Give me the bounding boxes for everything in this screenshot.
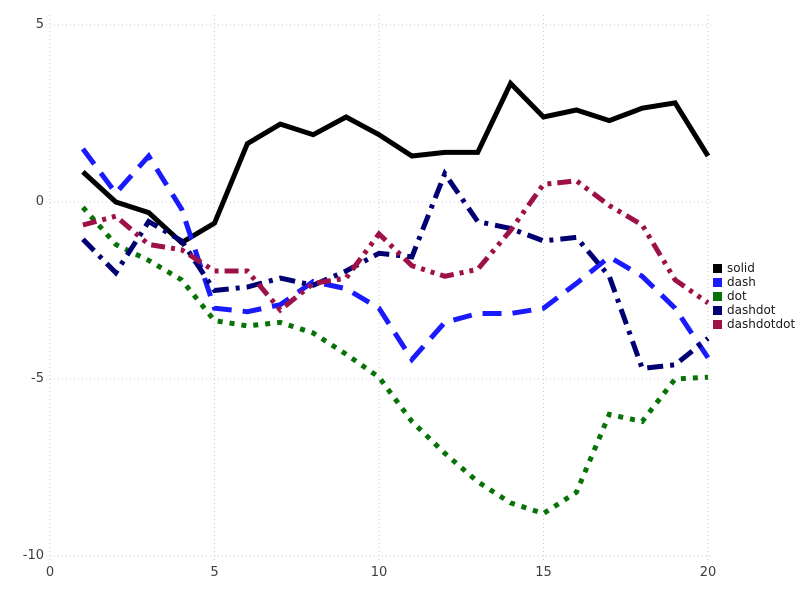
legend-swatch-icon: [713, 263, 722, 273]
legend-swatch-icon: [713, 305, 722, 315]
x-tick-label: 15: [535, 565, 552, 580]
series-line-dashdot: [81, 168, 710, 372]
chart-legend: solid dash dot dashdot dashdotdot: [713, 261, 795, 331]
legend-item-solid: solid: [713, 261, 795, 275]
legend-label: dash: [727, 275, 756, 289]
legend-label: dot: [727, 289, 747, 303]
legend-item-dot: dot: [713, 289, 795, 303]
series-line-dash: [80, 147, 711, 364]
series-line-solid: [81, 79, 711, 246]
legend-item-dashdotdot: dashdotdot: [713, 317, 795, 331]
x-tick-label: 20: [699, 565, 717, 580]
y-tick-label: 0: [35, 194, 44, 209]
y-tick-label: 5: [35, 17, 44, 32]
legend-item-dash: dash: [713, 275, 795, 289]
series-line-dot: [81, 205, 709, 517]
legend-swatch-icon: [713, 291, 722, 301]
x-tick-label: 0: [45, 565, 55, 580]
y-tick-label: -5: [31, 371, 44, 386]
y-tick-label: -10: [22, 548, 44, 563]
legend-label: solid: [727, 261, 755, 275]
x-tick-label: 5: [210, 565, 219, 580]
legend-swatch-icon: [713, 277, 722, 287]
legend-item-dashdot: dashdot: [713, 303, 795, 317]
series-line-dashdotdot: [82, 178, 710, 314]
legend-swatch-icon: [713, 319, 722, 329]
legend-label: dashdot: [727, 303, 776, 317]
x-tick-label: 10: [370, 565, 388, 580]
legend-label: dashdotdot: [727, 317, 796, 331]
